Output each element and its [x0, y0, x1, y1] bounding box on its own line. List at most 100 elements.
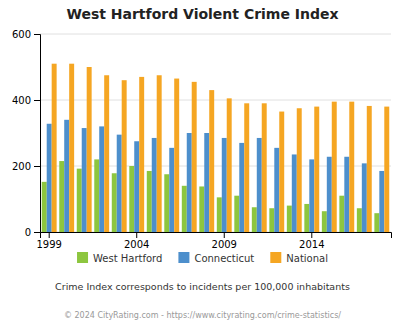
- bar-series: [52, 64, 390, 232]
- bar: [217, 197, 222, 232]
- legend-item: Connecticut: [178, 252, 254, 264]
- x-tick: 1999: [36, 232, 61, 250]
- subtitle: Crime Index corresponds to incidents per…: [55, 281, 350, 292]
- bar: [112, 173, 117, 232]
- bar: [139, 77, 144, 232]
- bar: [357, 208, 362, 232]
- bar: [292, 154, 297, 232]
- tick-mark: [34, 34, 40, 35]
- bar: [384, 107, 389, 232]
- tick-label: 2009: [212, 239, 237, 250]
- title: West Hartford Violent Crime Index: [66, 6, 338, 22]
- bar: [134, 141, 139, 232]
- bar: [174, 79, 179, 232]
- bar: [374, 213, 379, 232]
- grid-line: [40, 166, 391, 167]
- bar: [52, 64, 57, 232]
- tick-mark: [224, 232, 225, 238]
- bar: [327, 157, 332, 232]
- annotation: © 2024 CityRating.com - https://www.city…: [64, 311, 341, 320]
- y-tick: 0: [25, 227, 40, 238]
- bar: [362, 163, 367, 232]
- bar: [279, 112, 284, 232]
- bar: [262, 103, 267, 232]
- bar: [234, 196, 239, 232]
- bar: [104, 75, 109, 232]
- bar: [257, 138, 262, 232]
- bar: [252, 207, 257, 232]
- bar: [47, 124, 52, 232]
- bar: [152, 138, 157, 232]
- bar: [269, 208, 274, 232]
- bar: [192, 82, 197, 232]
- bar: [187, 133, 192, 232]
- chart: West Hartford Violent Crime Index 1999 200…: [0, 0, 405, 330]
- bar: [77, 169, 82, 232]
- bars: [42, 64, 389, 232]
- x-axis: 1999 2004 2009 2014: [36, 232, 391, 250]
- bar: [344, 157, 349, 232]
- bar: [147, 171, 152, 232]
- bar: [304, 204, 309, 232]
- bar: [117, 135, 122, 232]
- tick-label: 0: [25, 227, 31, 238]
- tick-label: 1999: [36, 239, 61, 250]
- bar: [332, 102, 337, 232]
- bar: [99, 126, 104, 232]
- bar: [87, 67, 92, 232]
- bar: [244, 103, 249, 232]
- bar: [59, 161, 64, 232]
- bar: [64, 120, 69, 232]
- bar: [297, 108, 302, 232]
- x-tick: 2014: [299, 232, 324, 250]
- bar: [199, 186, 204, 232]
- tick-mark: [34, 166, 40, 167]
- bar: [182, 186, 187, 232]
- legend-swatch: [270, 252, 281, 263]
- axis-line: [34, 35, 41, 233]
- axis-line: [41, 233, 392, 239]
- bar: [322, 211, 327, 232]
- tick-label: 2004: [124, 239, 149, 250]
- x-tick: 2004: [124, 232, 149, 250]
- bar: [204, 133, 209, 232]
- tick-label: 600: [12, 29, 31, 40]
- bar: [239, 143, 244, 232]
- bar: [367, 106, 372, 232]
- legend-label: National: [286, 253, 328, 264]
- bar: [164, 174, 169, 232]
- y-axis: 0 200 400 600: [12, 29, 41, 238]
- bar: [274, 148, 279, 232]
- grid: [40, 34, 391, 232]
- bar: [339, 196, 344, 232]
- bar: [379, 171, 384, 232]
- tick-label: 2014: [299, 239, 324, 250]
- tick-mark: [311, 232, 312, 238]
- y-tick: 600: [12, 29, 40, 40]
- legend-swatch: [77, 252, 88, 263]
- bar: [69, 64, 74, 232]
- bar: [157, 75, 162, 232]
- legend-swatch: [178, 252, 189, 263]
- legend-item: West Hartford: [77, 252, 162, 264]
- bar: [314, 107, 319, 232]
- legend-item: National: [270, 252, 328, 264]
- legend-label: West Hartford: [93, 253, 162, 264]
- y-tick: 400: [12, 95, 40, 106]
- bar: [169, 148, 174, 232]
- y-tick: 200: [12, 161, 40, 172]
- tick-mark: [34, 232, 40, 233]
- bar: [287, 206, 292, 232]
- legend-label: Connecticut: [194, 253, 254, 264]
- bar: [349, 102, 354, 232]
- tick-label: 400: [12, 95, 31, 106]
- bar: [82, 128, 87, 232]
- tick-mark: [49, 232, 50, 238]
- bar: [209, 90, 214, 232]
- bar: [122, 80, 127, 232]
- legend: West Hartford Connecticut National: [77, 252, 328, 264]
- bar: [309, 159, 314, 232]
- grid-line: [40, 34, 391, 35]
- bar: [42, 182, 47, 232]
- tick-mark: [136, 232, 137, 238]
